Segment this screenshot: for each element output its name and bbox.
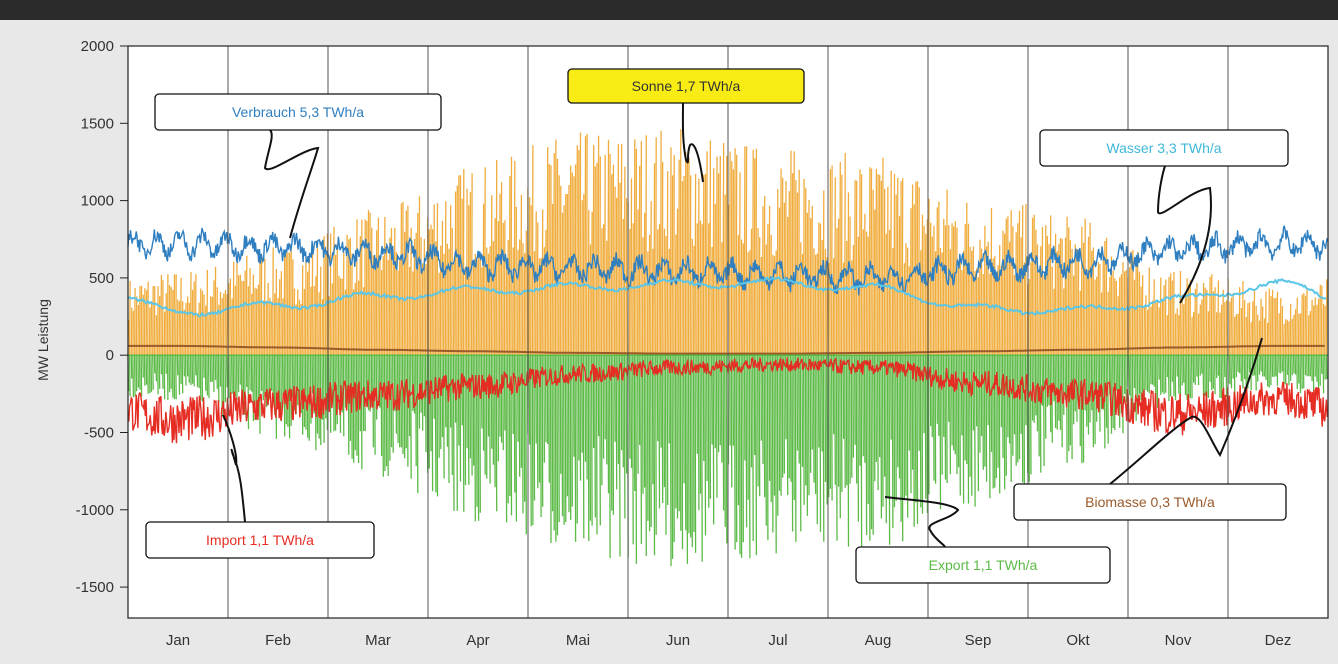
x-tick-label: Jun — [666, 632, 690, 649]
x-tick-label: Nov — [1165, 632, 1192, 649]
y-tick-label: 2000 — [81, 38, 114, 55]
x-tick-label: Jul — [768, 632, 787, 649]
callout-connector — [263, 129, 320, 239]
callout-box — [1039, 129, 1289, 167]
x-tick-label: Feb — [265, 632, 291, 649]
callout-label: Biomasse 0,3 TWh/a — [1085, 494, 1215, 510]
callout-box — [855, 546, 1111, 584]
x-tick-label: Mar — [365, 632, 391, 649]
callout-label: Import 1,1 TWh/a — [206, 532, 314, 548]
callout-layer: Verbrauch 5,3 TWh/a Sonne 1,7 TWh/a Wasser… — [145, 68, 1289, 584]
y-tick-label: 0 — [106, 347, 114, 364]
y-tick-label: 1500 — [81, 115, 114, 132]
y-tick-label: -1500 — [76, 579, 114, 596]
x-tick-label: Jan — [166, 632, 190, 649]
callout-import: Import 1,1 TWh/a — [145, 414, 375, 559]
x-tick-label: Apr — [466, 632, 489, 649]
x-tick-layer: Jan Feb Mar Apr Mai Jun Jul Aug Sep Okt Nov Dez — [166, 632, 1291, 649]
callout-box — [567, 68, 805, 104]
callout-connector — [222, 414, 246, 523]
callout-wasser: Wasser 3,3 TWh/a — [1039, 129, 1289, 304]
callout-biomasse: Biomasse 0,3 TWh/a — [1013, 337, 1287, 521]
top-bar — [0, 0, 1338, 20]
callout-connector — [1156, 165, 1212, 304]
callout-label: Verbrauch 5,3 TWh/a — [232, 104, 364, 120]
callout-box — [154, 93, 442, 131]
plot-frame — [127, 45, 1329, 619]
y-tick-label: 1000 — [81, 193, 114, 210]
callout-connector — [1109, 337, 1263, 485]
callout-connector — [884, 496, 960, 548]
callout-label: Sonne 1,7 TWh/a — [632, 78, 741, 94]
x-tick-label: Dez — [1265, 632, 1292, 649]
callout-label: Wasser 3,3 TWh/a — [1106, 140, 1221, 156]
y-tick-label: -1000 — [76, 502, 114, 519]
callout-export: Export 1,1 TWh/a — [855, 496, 1111, 584]
callout-connector — [681, 102, 704, 183]
y-axis-label: MW Leistung — [35, 299, 51, 381]
callout-label: Export 1,1 TWh/a — [929, 557, 1038, 573]
x-tick-label: Mai — [566, 632, 590, 649]
y-tick-label: 500 — [89, 270, 114, 287]
callout-box — [1013, 483, 1287, 521]
callout-box — [145, 521, 375, 559]
y-tick-label: -500 — [84, 424, 114, 441]
x-tick-label: Okt — [1066, 632, 1090, 649]
callout-verbrauch: Verbrauch 5,3 TWh/a — [154, 93, 442, 239]
callout-sonne: Sonne 1,7 TWh/a — [567, 68, 805, 183]
y-tick-layer: 2000 1500 1000 500 0 -500 -1000 -1500 — [76, 38, 128, 596]
x-tick-label: Sep — [965, 632, 992, 649]
series-biomasse — [128, 344, 1325, 355]
x-tick-label: Aug — [865, 632, 892, 649]
